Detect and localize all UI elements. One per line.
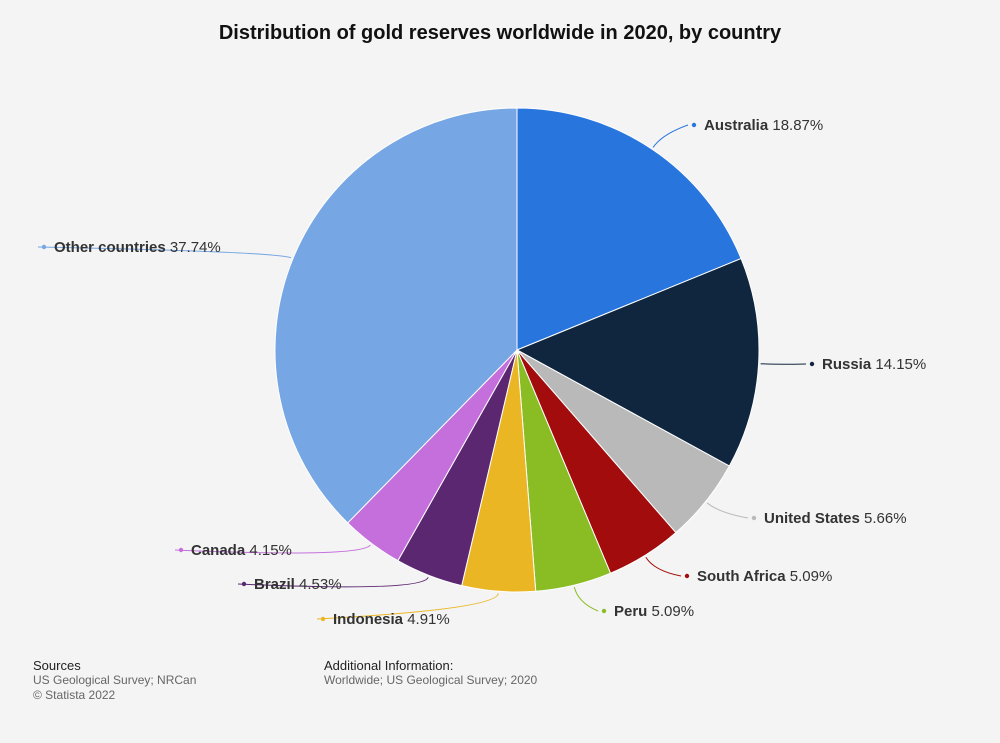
data-label-peru: Peru 5.09% (614, 603, 694, 620)
data-label-value: 18.87% (772, 117, 823, 134)
pie-slice-other-countries[interactable] (274, 107, 518, 524)
data-label-russia: Russia 14.15% (822, 356, 926, 373)
connector-south-africa (645, 556, 682, 577)
data-label-canada: Canada 4.15% (191, 542, 292, 559)
data-label-value: 5.66% (864, 510, 907, 527)
data-label-name: United States (764, 510, 864, 527)
pie-slice-russia[interactable] (515, 257, 760, 467)
data-label-indonesia: Indonesia 4.91% (333, 611, 450, 628)
copyright-text[interactable]: © Statista 2022 (33, 688, 116, 702)
label-bullet-australia (691, 122, 697, 128)
data-label-name: Peru (614, 603, 652, 620)
connector-brazil (237, 576, 429, 588)
label-bullet-united-states (751, 515, 757, 521)
data-label-value: 4.53% (299, 576, 342, 593)
connector-indonesia (316, 593, 499, 620)
label-bullet-russia (809, 361, 815, 367)
data-label-united-states: United States 5.66% (764, 510, 907, 527)
data-label-value: 5.09% (790, 568, 833, 585)
chart-title: Distribution of gold reserves worldwide … (218, 22, 782, 44)
additional-info-heading: Additional Information: (324, 658, 454, 673)
label-bullet-indonesia (320, 616, 326, 622)
data-label-value: 14.15% (875, 356, 926, 373)
label-bullet-brazil (241, 581, 247, 587)
connector-other-countries (37, 246, 292, 259)
connector-united-states (706, 502, 749, 519)
data-label-name: South Africa (697, 568, 790, 585)
connector-australia (652, 124, 689, 148)
pie-slice-australia[interactable] (516, 107, 742, 351)
additional-info-block: Additional Information: Worldwide; US Ge… (324, 658, 537, 688)
data-label-value: 37.74% (170, 239, 221, 256)
data-label-other-countries: Other countries 37.74% (54, 239, 221, 256)
data-label-south-africa: South Africa 5.09% (697, 568, 832, 585)
data-label-name: Australia (704, 117, 772, 134)
pie-slices (274, 107, 760, 593)
data-label-value: 4.91% (407, 611, 450, 628)
sources-text[interactable]: US Geological Survey; NRCan (33, 673, 197, 687)
sources-block: Sources US Geological Survey; NRCan © St… (33, 658, 196, 703)
data-label-name: Brazil (254, 576, 299, 593)
connector-russia (760, 363, 807, 365)
data-label-name: Russia (822, 356, 875, 373)
additional-info-text: Worldwide; US Geological Survey; 2020 (324, 673, 538, 687)
data-label-value: 4.15% (249, 542, 292, 559)
sources-heading: Sources (33, 658, 81, 673)
label-bullet-other-countries (41, 244, 47, 250)
label-bullet-canada (178, 547, 184, 553)
label-bullet-south-africa (684, 573, 690, 579)
connector-peru (573, 587, 599, 612)
data-label-name: Other countries (54, 239, 170, 256)
data-label-value: 5.09% (652, 603, 695, 620)
data-label-brazil: Brazil 4.53% (254, 576, 342, 593)
connector-canada (174, 544, 371, 554)
data-label-name: Canada (191, 542, 249, 559)
label-bullet-peru (601, 608, 607, 614)
data-label-name: Indonesia (333, 611, 407, 628)
data-label-australia: Australia 18.87% (704, 117, 823, 134)
pie-labels: Australia 18.87% Russia 14.15% United Stat… (37, 117, 926, 628)
